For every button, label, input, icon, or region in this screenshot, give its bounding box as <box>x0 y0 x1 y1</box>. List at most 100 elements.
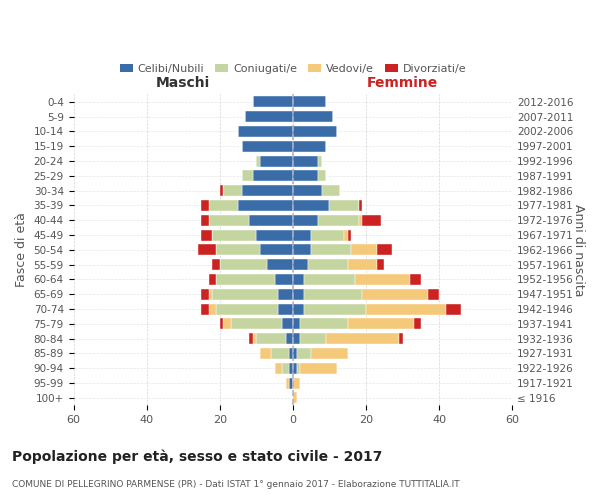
Bar <box>293 111 333 122</box>
Bar <box>304 288 362 300</box>
Y-axis label: Fasce di età: Fasce di età <box>15 212 28 288</box>
Bar <box>238 126 293 137</box>
Bar <box>216 274 275 285</box>
Bar <box>319 170 326 181</box>
Bar <box>352 244 377 256</box>
Bar <box>249 214 293 226</box>
Bar <box>293 392 296 404</box>
Bar <box>253 333 256 344</box>
Bar <box>348 230 352 240</box>
Bar <box>293 96 326 108</box>
Bar <box>293 200 329 211</box>
Bar <box>209 214 249 226</box>
Bar <box>293 304 304 314</box>
Bar <box>242 185 293 196</box>
Bar <box>322 185 340 196</box>
Bar <box>293 288 304 300</box>
Bar <box>202 214 209 226</box>
Bar <box>256 156 260 166</box>
Bar <box>231 318 282 330</box>
Bar <box>249 333 253 344</box>
Text: COMUNE DI PELLEGRINO PARMENSE (PR) - Dati ISTAT 1° gennaio 2017 - Elaborazione T: COMUNE DI PELLEGRINO PARMENSE (PR) - Dat… <box>12 480 460 489</box>
Bar <box>293 274 304 285</box>
Bar <box>278 304 293 314</box>
Bar <box>348 259 377 270</box>
Bar <box>286 378 289 388</box>
Bar <box>359 214 362 226</box>
Bar <box>293 244 311 256</box>
Bar <box>362 214 380 226</box>
Bar <box>293 333 300 344</box>
Bar <box>282 362 289 374</box>
Bar <box>293 185 322 196</box>
Bar <box>344 230 348 240</box>
Bar <box>209 304 216 314</box>
Bar <box>198 244 216 256</box>
Bar <box>311 348 348 359</box>
Bar <box>366 304 446 314</box>
Bar <box>245 111 293 122</box>
Bar <box>223 318 231 330</box>
Bar <box>293 348 296 359</box>
Bar <box>256 333 286 344</box>
Bar <box>377 244 392 256</box>
Bar <box>275 274 293 285</box>
Legend: Celibi/Nubili, Coniugati/e, Vedovi/e, Divorziati/e: Celibi/Nubili, Coniugati/e, Vedovi/e, Di… <box>115 60 470 78</box>
Bar <box>216 304 278 314</box>
Bar <box>275 362 282 374</box>
Bar <box>329 200 359 211</box>
Bar <box>410 274 421 285</box>
Bar <box>253 170 293 181</box>
Bar <box>268 259 293 270</box>
Bar <box>278 288 293 300</box>
Bar <box>399 333 403 344</box>
Bar <box>282 318 293 330</box>
Bar <box>319 156 322 166</box>
Bar <box>413 318 421 330</box>
Bar <box>377 259 385 270</box>
Bar <box>311 244 352 256</box>
Bar <box>289 348 293 359</box>
Bar <box>209 288 212 300</box>
Bar <box>308 259 348 270</box>
Bar <box>220 259 268 270</box>
Bar <box>293 318 300 330</box>
Bar <box>293 156 319 166</box>
Bar <box>260 348 271 359</box>
Bar <box>293 126 337 137</box>
Bar <box>242 170 253 181</box>
Bar <box>296 348 311 359</box>
Bar <box>289 378 293 388</box>
Bar <box>260 244 293 256</box>
Bar <box>216 244 260 256</box>
Bar <box>293 140 326 152</box>
Bar <box>212 259 220 270</box>
Bar <box>256 230 293 240</box>
Bar <box>212 288 278 300</box>
Bar <box>348 318 413 330</box>
Text: Maschi: Maschi <box>156 76 211 90</box>
Bar <box>212 230 256 240</box>
Bar <box>220 318 223 330</box>
Bar <box>446 304 461 314</box>
Y-axis label: Anni di nascita: Anni di nascita <box>572 204 585 296</box>
Bar <box>293 214 319 226</box>
Bar <box>326 333 399 344</box>
Bar <box>220 185 223 196</box>
Bar <box>223 185 242 196</box>
Bar <box>304 274 355 285</box>
Bar <box>209 274 216 285</box>
Bar <box>202 288 209 300</box>
Bar <box>202 304 209 314</box>
Bar <box>293 259 308 270</box>
Bar <box>359 200 362 211</box>
Bar <box>286 333 293 344</box>
Bar <box>293 378 300 388</box>
Bar <box>238 200 293 211</box>
Bar <box>311 230 344 240</box>
Bar <box>293 362 296 374</box>
Bar <box>209 200 238 211</box>
Bar <box>319 214 359 226</box>
Text: Popolazione per età, sesso e stato civile - 2017: Popolazione per età, sesso e stato civil… <box>12 450 382 464</box>
Bar <box>300 333 326 344</box>
